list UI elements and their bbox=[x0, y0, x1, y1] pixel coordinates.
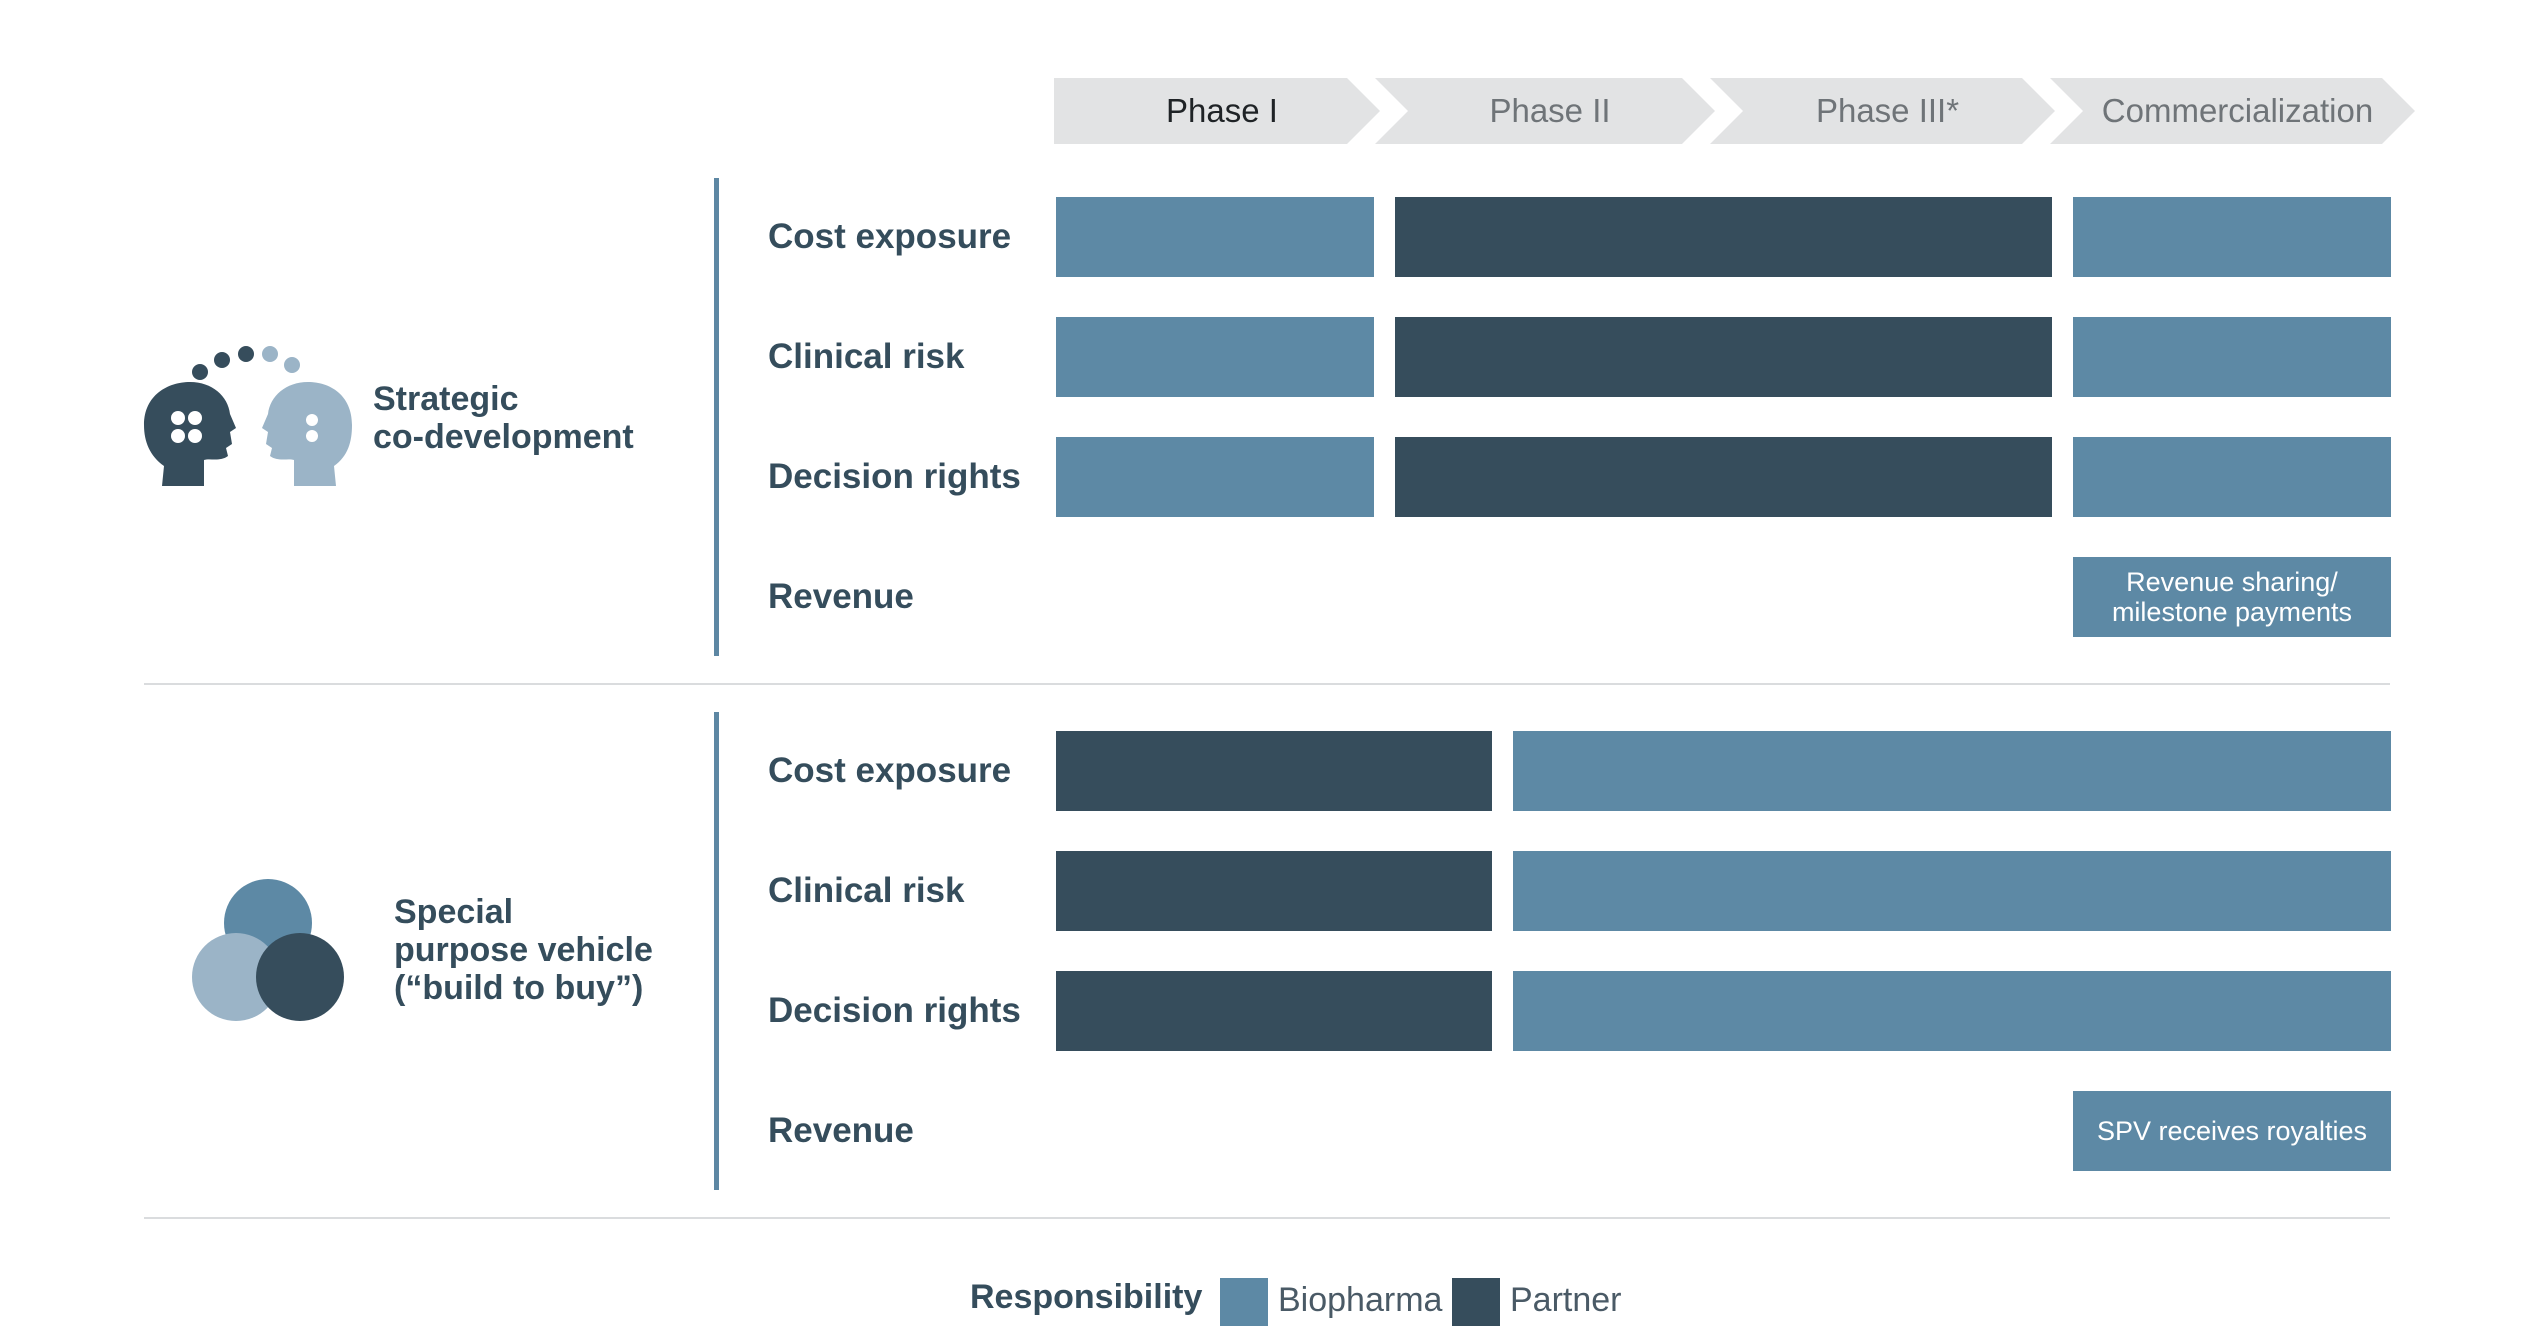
bar-biopharma bbox=[2073, 197, 2391, 277]
bar-partner bbox=[1056, 731, 1492, 811]
bar-partner bbox=[1056, 971, 1492, 1051]
phase-label: Phase I bbox=[1166, 92, 1278, 129]
bar-biopharma bbox=[1056, 437, 1374, 517]
group-divider-line bbox=[714, 712, 719, 1190]
revenue-note-box: Revenue sharing/ milestone payments bbox=[2073, 557, 2391, 637]
venn-circles-icon bbox=[192, 879, 344, 1021]
bar-biopharma bbox=[1513, 731, 2391, 811]
row-label-clinical-risk: Clinical risk bbox=[768, 871, 965, 910]
revenue-note-box: SPV receives royalties bbox=[2073, 1091, 2391, 1171]
row-label-revenue: Revenue bbox=[768, 577, 914, 616]
bar-biopharma bbox=[1513, 971, 2391, 1051]
legend-swatch-biopharma bbox=[1220, 1278, 1268, 1326]
bar-partner bbox=[1056, 851, 1492, 931]
row-label-clinical-risk: Clinical risk bbox=[768, 337, 965, 376]
phase-label: Commercialization bbox=[2101, 92, 2374, 129]
phase-label: Phase II bbox=[1489, 92, 1611, 129]
row-label-decision-rights: Decision rights bbox=[768, 457, 1021, 496]
legend-title: Responsibility bbox=[970, 1278, 1203, 1316]
bar-biopharma bbox=[2073, 437, 2391, 517]
bar-biopharma bbox=[1056, 317, 1374, 397]
phase-header-2: Phase II bbox=[1375, 78, 1715, 144]
phase-header-4: Commercialization bbox=[2050, 78, 2415, 144]
group-label-special-purpose-vehicle: Special purpose vehicle (“build to buy”) bbox=[394, 893, 653, 1007]
section-divider bbox=[144, 683, 2390, 685]
bar-partner bbox=[1395, 437, 2052, 517]
group-divider-line bbox=[714, 178, 719, 656]
row-label-revenue: Revenue bbox=[768, 1111, 914, 1150]
bar-partner bbox=[1395, 197, 2052, 277]
legend-swatch-partner bbox=[1452, 1278, 1500, 1326]
legend-label-biopharma: Biopharma bbox=[1278, 1281, 1443, 1319]
bar-biopharma bbox=[1513, 851, 2391, 931]
phase-header-3: Phase III* bbox=[1710, 78, 2055, 144]
two-heads-icon bbox=[144, 346, 352, 486]
row-label-cost-exposure: Cost exposure bbox=[768, 751, 1012, 790]
row-label-cost-exposure: Cost exposure bbox=[768, 217, 1012, 256]
section-divider bbox=[144, 1217, 2390, 1219]
bar-biopharma bbox=[1056, 197, 1374, 277]
bar-biopharma bbox=[2073, 317, 2391, 397]
row-label-decision-rights: Decision rights bbox=[768, 991, 1021, 1030]
phase-header-1: Phase I bbox=[1054, 78, 1380, 144]
legend-label-partner: Partner bbox=[1510, 1281, 1622, 1319]
phase-label: Phase III* bbox=[1815, 92, 1960, 129]
group-label-strategic-co-development: Strategic co-development bbox=[373, 380, 634, 456]
bar-partner bbox=[1395, 317, 2052, 397]
